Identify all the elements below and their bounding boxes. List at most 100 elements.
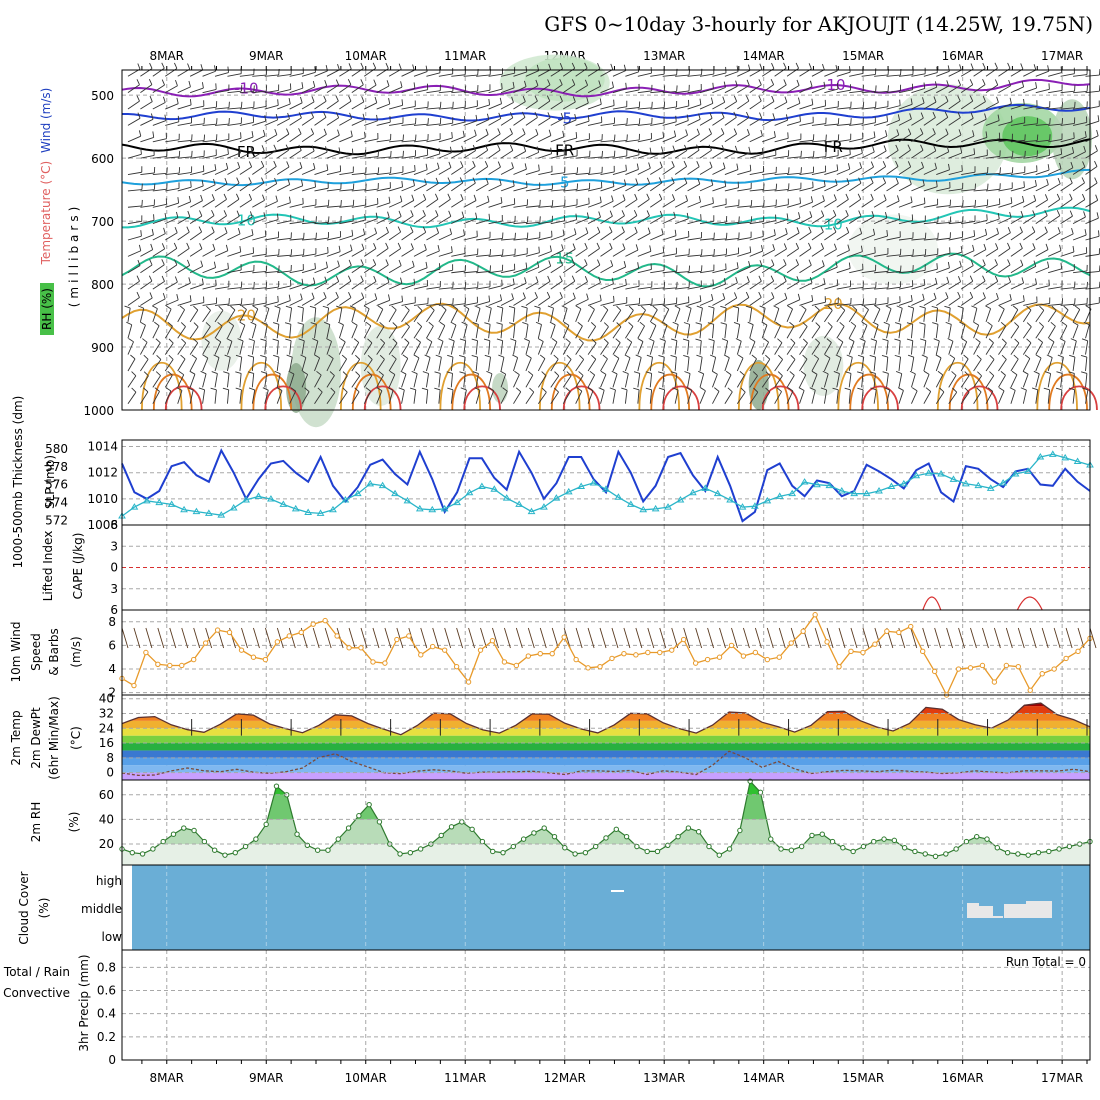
- wind-barb-flag: [250, 145, 253, 152]
- wind-barb: [425, 389, 429, 404]
- wind-barb: [662, 90, 677, 94]
- wind-barb-flag: [286, 354, 293, 358]
- wind-barb: [674, 182, 688, 192]
- wind-barb: [189, 265, 203, 274]
- wind-barb: [985, 391, 994, 404]
- wind-barb: [662, 303, 677, 306]
- temp-band: [122, 735, 1090, 744]
- wind-barb-flag: [662, 131, 665, 138]
- wind-barb: [177, 265, 190, 274]
- wind-barb: [177, 390, 183, 404]
- wind-barb: [501, 238, 516, 241]
- wind-barb: [563, 189, 578, 192]
- wind-barb-flag: [802, 322, 808, 327]
- wind-barb: [413, 139, 428, 143]
- wind-barb-flag: [826, 338, 832, 343]
- rh-point: [788, 847, 795, 853]
- wind-barb: [563, 233, 577, 241]
- wind10m-barb: [707, 627, 715, 649]
- wind-barb: [475, 201, 490, 208]
- wind-barb-flag: [286, 161, 290, 168]
- wind-barb-flag: [994, 79, 999, 86]
- wind-barb: [1073, 270, 1088, 274]
- wind-barb-flag: [427, 118, 429, 125]
- wind-barb-flag: [174, 226, 178, 233]
- wind-barb: [127, 189, 142, 192]
- rh-ylabel: RH (%): [40, 288, 54, 330]
- wind-barb-flag: [671, 177, 675, 184]
- wind-barb: [587, 247, 600, 257]
- wind-barb-flag: [363, 305, 370, 310]
- wind-barb-flag: [659, 338, 666, 342]
- cloud-fill: [132, 865, 1090, 950]
- wind-barb: [1060, 373, 1063, 388]
- wind-barb: [202, 267, 216, 274]
- rh-point: [551, 833, 558, 840]
- wind-barb: [388, 216, 402, 225]
- wind-speed-point: [334, 633, 340, 639]
- wind-barb: [139, 308, 145, 322]
- wind-barb: [488, 202, 503, 208]
- wind-barb-flag: [230, 305, 236, 311]
- wind-speed-point: [489, 637, 496, 644]
- wind-barb: [425, 373, 430, 388]
- wind-barb: [662, 217, 676, 225]
- wind-barb: [1047, 232, 1061, 241]
- wind-barb-flag: [515, 387, 522, 393]
- wind-barb: [948, 100, 961, 110]
- wind-barb: [364, 138, 379, 143]
- temp-band: [122, 765, 1090, 773]
- wind-barb: [1010, 201, 1024, 208]
- wind-barb-flag: [300, 293, 303, 300]
- wind-barb-flag: [535, 321, 542, 325]
- wind-barb: [675, 254, 690, 257]
- wind-barb: [587, 85, 601, 94]
- wind-barb: [1023, 123, 1038, 126]
- wind-barb-flag: [603, 338, 609, 344]
- wind-barb: [1047, 389, 1051, 404]
- wind-barb: [140, 172, 155, 175]
- wind10m-barb: [1089, 627, 1097, 649]
- wind-barb-flag: [549, 321, 556, 326]
- wind-barb-flag: [252, 305, 259, 310]
- wind-barb: [189, 215, 203, 225]
- rh-point: [1004, 849, 1011, 856]
- wind-speed-point: [728, 642, 735, 649]
- wind-barb: [712, 221, 727, 225]
- wind-barb-flag: [609, 210, 613, 217]
- wind-barb: [985, 264, 998, 274]
- wind-barb: [687, 118, 701, 126]
- wind-speed-point: [1015, 663, 1021, 670]
- wind-barb: [252, 120, 266, 126]
- wind-barb: [712, 101, 725, 110]
- wind-speed-point: [537, 650, 543, 657]
- wind-barb: [239, 106, 254, 110]
- wind-barb: [823, 389, 828, 404]
- rh-point: [1035, 849, 1042, 856]
- wind-barb-flag: [148, 79, 153, 85]
- wind-barb: [575, 217, 589, 225]
- wind-barb-flag: [193, 305, 199, 311]
- wind-barb: [674, 120, 689, 126]
- wind-barb: [1010, 265, 1024, 274]
- wind-barb: [1060, 389, 1063, 404]
- wind-barb: [301, 133, 314, 143]
- wind-barb: [351, 342, 360, 355]
- wind-barb-flag: [262, 194, 265, 201]
- wind-barb: [786, 390, 794, 404]
- wind-barb-flag: [871, 211, 875, 217]
- wind-barb: [737, 237, 752, 241]
- wind-barb-flag: [650, 321, 657, 326]
- rh2m-ylabel: 2m RH: [29, 802, 43, 843]
- wind-barb: [451, 253, 466, 257]
- wind-barb: [749, 135, 763, 143]
- wind-barb-flag: [285, 144, 290, 151]
- wind10m-barb: [348, 627, 356, 649]
- wind-barb-flag: [957, 111, 961, 118]
- wind10m-barb: [611, 627, 619, 649]
- wind-barb: [600, 105, 615, 110]
- wind-barb: [388, 342, 398, 355]
- wind-barb: [314, 374, 322, 388]
- wind-barb: [1035, 249, 1049, 257]
- wind-barb-flag: [610, 63, 614, 70]
